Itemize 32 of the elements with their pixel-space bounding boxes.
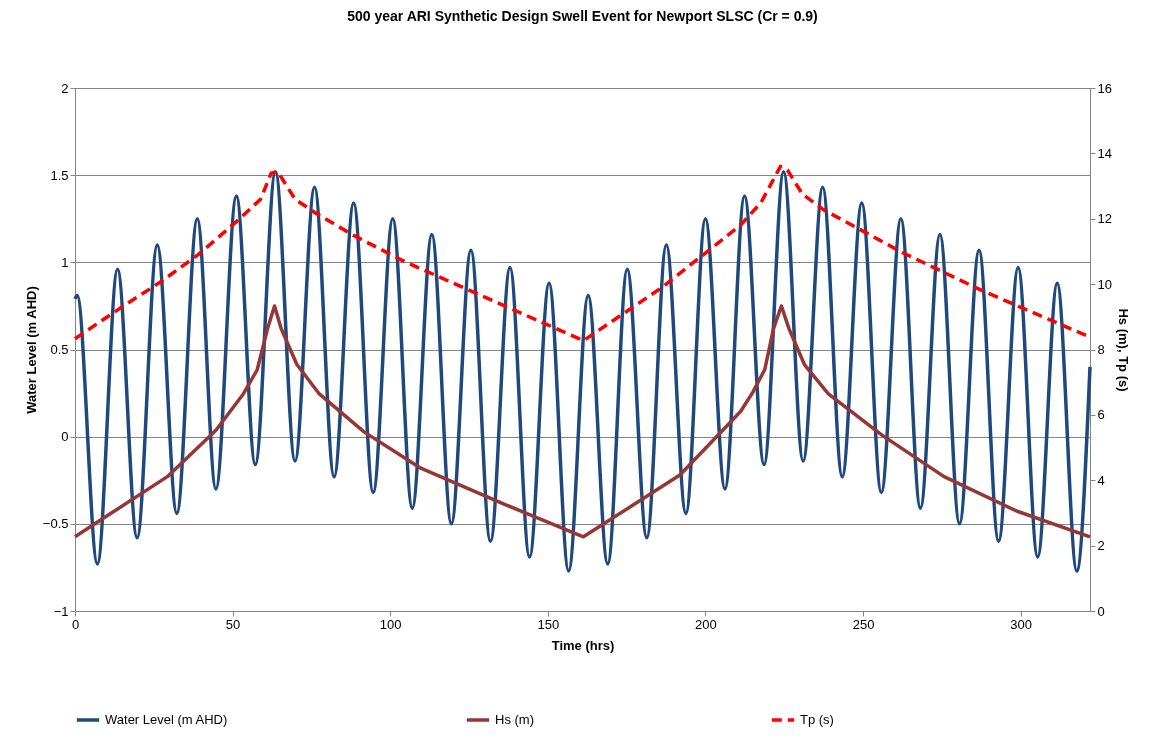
y2-tick-label: 16 xyxy=(1097,80,1112,96)
y2-tick-label: 0 xyxy=(1097,603,1105,619)
legend-label: Hs (m) xyxy=(495,712,534,727)
x-tick-label: 100 xyxy=(379,616,402,632)
x-tick-label: 200 xyxy=(695,616,717,632)
y2-axis-title: Hs (m), Tp (s) xyxy=(1115,308,1131,392)
x-tick-label: 300 xyxy=(1010,616,1032,632)
y-tick-label: 0.5 xyxy=(50,342,69,357)
line-series xyxy=(73,169,1092,573)
y2-tick-label: 4 xyxy=(1097,472,1105,488)
legend-label: Tp (s) xyxy=(800,712,834,727)
y2-tick-label: 8 xyxy=(1097,342,1105,357)
y2-tick-label: 10 xyxy=(1097,276,1112,292)
x-axis-title: Time (hrs) xyxy=(551,637,615,653)
y2-tick-label: 12 xyxy=(1097,211,1112,227)
y2-tick-label: 6 xyxy=(1097,407,1105,423)
legend-label: Water Level (m AHD) xyxy=(105,712,228,727)
chart-title: 500 year ARI Synthetic Design Swell Event for Newport SLSC (Cr = 0.9) xyxy=(347,8,818,24)
x-tick-label: 150 xyxy=(537,616,560,632)
x-tick-label: 250 xyxy=(852,616,875,632)
y-tick-label: −0.5 xyxy=(42,516,69,532)
y-tick-label: 1 xyxy=(61,254,69,270)
y-tick-label: −1 xyxy=(53,603,69,619)
y2-tick-label: 2 xyxy=(1097,538,1105,554)
y-tick-label: 1.5 xyxy=(50,167,69,183)
y-axis-title: Water Level (m AHD) xyxy=(23,286,39,414)
y2-tick-label: 14 xyxy=(1097,145,1112,161)
line-series xyxy=(73,304,1092,539)
x-tick-label: 50 xyxy=(225,616,241,632)
y-tick-label: 0 xyxy=(61,429,69,445)
x-tick-label: 0 xyxy=(71,616,80,632)
y-tick-label: 2 xyxy=(61,80,69,96)
